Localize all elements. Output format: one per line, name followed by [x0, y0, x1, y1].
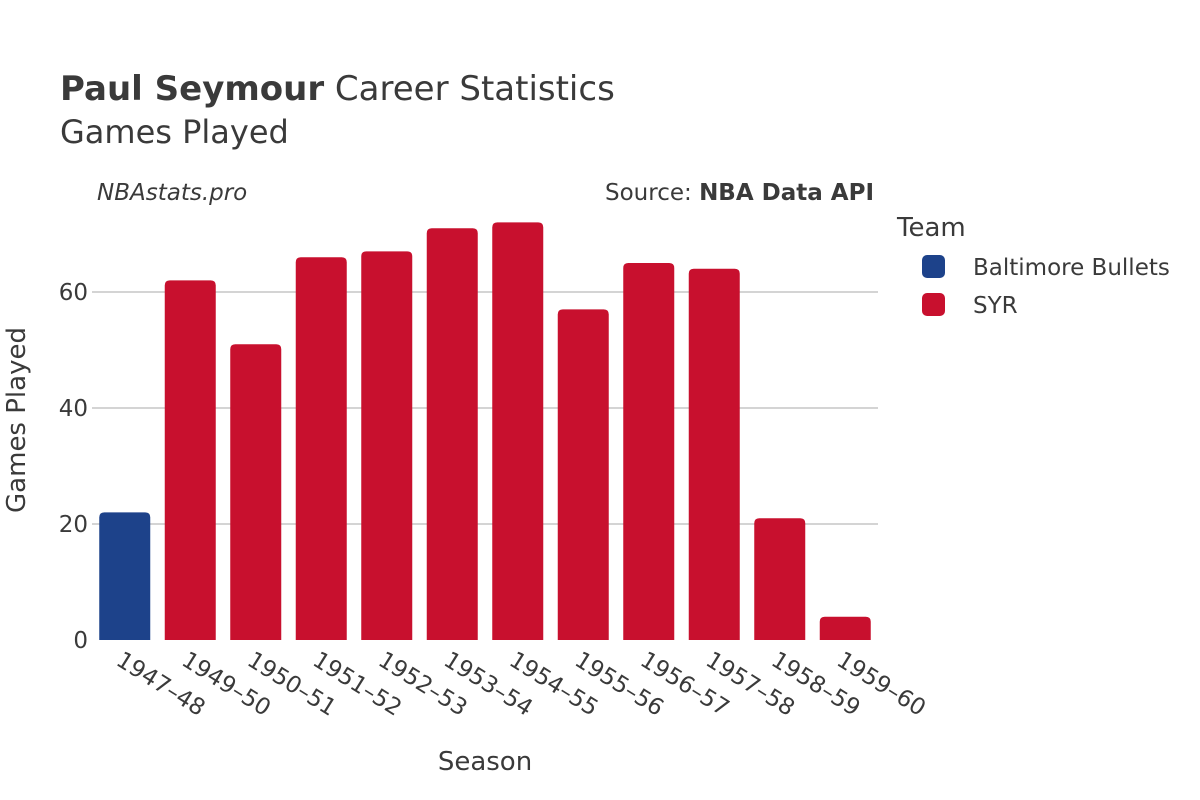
chart-subtitle: Games Played [60, 113, 289, 151]
chart-title-bold: Paul Seymour [60, 69, 324, 109]
legend-swatch-baltimore-bullets[interactable] [922, 255, 945, 278]
legend: Team Baltimore Bullets SYR [896, 213, 1170, 319]
bar-1957-58[interactable] [688, 268, 740, 640]
bar-1954-55[interactable] [492, 222, 544, 640]
legend-swatch-syr[interactable] [922, 293, 945, 316]
source-prefix: Source: [605, 180, 699, 206]
y-tick-labels: 0 20 40 60 [59, 280, 88, 654]
y-tick-label-40: 40 [59, 396, 88, 422]
bar-1956-57[interactable] [623, 263, 675, 640]
legend-label-baltimore-bullets[interactable]: Baltimore Bullets [973, 255, 1170, 281]
bars-layer [99, 222, 871, 640]
bar-1947-48[interactable] [99, 512, 151, 640]
y-tick-label-60: 60 [59, 280, 88, 306]
bar-1959-60[interactable] [819, 616, 871, 640]
bar-1950-51[interactable] [230, 344, 282, 640]
bar-1953-54[interactable] [426, 228, 478, 640]
bar-1958-59[interactable] [754, 518, 806, 640]
x-tick-labels: 1947–481949–501950–511951–521952–531953–… [112, 647, 930, 722]
bar-1951-52[interactable] [295, 257, 347, 640]
chart-title-rest: Career Statistics [324, 69, 615, 109]
bar-1952-53[interactable] [361, 251, 413, 640]
grid-layer [92, 291, 878, 525]
y-tick-label-0: 0 [73, 628, 88, 654]
y-tick-label-20: 20 [59, 512, 88, 538]
source-label: Source: NBA Data API [605, 180, 874, 206]
legend-title: Team [896, 213, 966, 243]
x-axis-title: Season [438, 747, 532, 777]
legend-label-syr[interactable]: SYR [973, 293, 1018, 319]
bar-1949-50[interactable] [164, 280, 216, 640]
chart-title: Paul Seymour Career Statistics [60, 69, 615, 109]
bar-1955-56[interactable] [557, 309, 609, 640]
watermark: NBAstats.pro [97, 180, 247, 206]
source-name: NBA Data API [699, 180, 874, 206]
y-axis-title: Games Played [2, 327, 32, 513]
